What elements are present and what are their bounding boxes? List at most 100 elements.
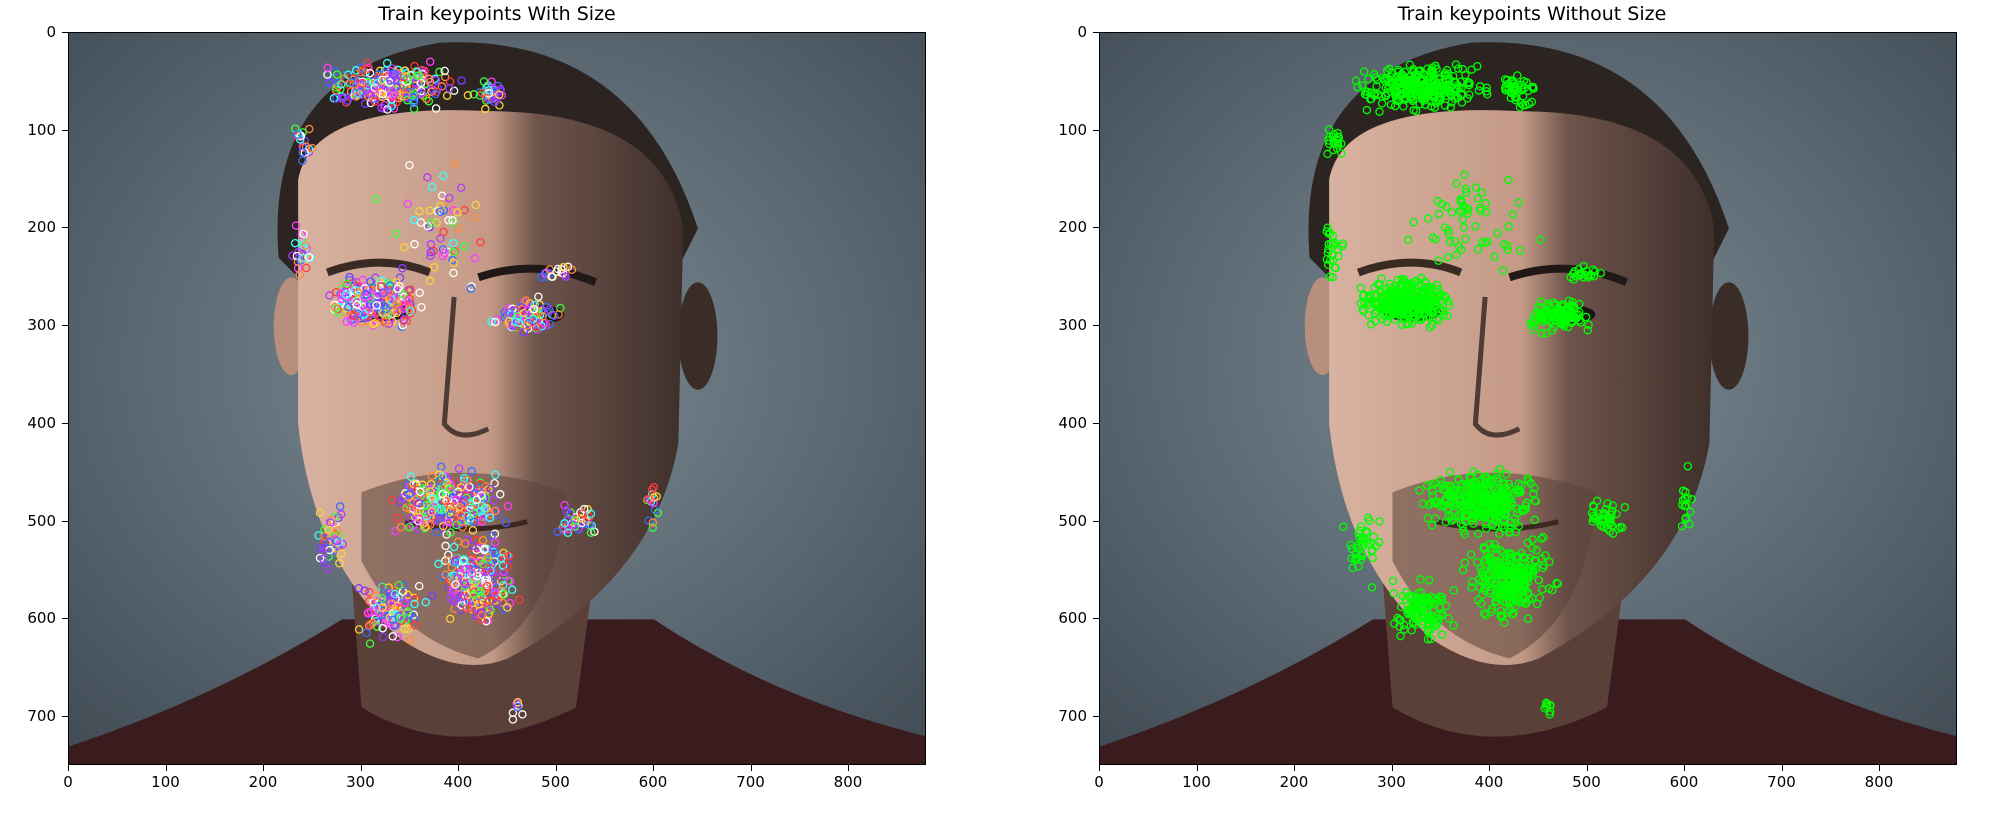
x-tick-label: 600 <box>638 773 668 791</box>
keypoint <box>433 517 442 526</box>
keypoint <box>1589 514 1598 523</box>
keypoint <box>449 258 459 268</box>
keypoint <box>1584 320 1593 329</box>
keypoint <box>1329 129 1339 139</box>
keypoint <box>1399 102 1408 111</box>
keypoint <box>1409 86 1419 95</box>
keypoint <box>416 501 425 510</box>
keypoint <box>1545 710 1555 719</box>
keypoint <box>387 86 397 96</box>
keypoint <box>1490 252 1499 262</box>
keypoint <box>385 588 394 598</box>
keypoint <box>1419 88 1428 98</box>
keypoint <box>1418 620 1428 629</box>
keypoint <box>1395 91 1405 100</box>
keypoint <box>463 91 473 100</box>
keypoint <box>435 476 444 485</box>
x-tick-label: 800 <box>833 773 863 791</box>
keypoint <box>398 493 408 503</box>
y-tick-label: 400 <box>1058 413 1087 432</box>
keypoint <box>1423 634 1433 644</box>
keypoint <box>1354 562 1363 571</box>
keypoint <box>478 536 488 545</box>
keypoint <box>437 505 446 515</box>
keypoint <box>494 90 504 99</box>
keypoint <box>649 498 658 507</box>
keypoint <box>1386 301 1396 310</box>
x-tick-label: 700 <box>736 773 765 791</box>
keypoint <box>1423 71 1432 81</box>
keypoint <box>403 607 413 616</box>
keypoint <box>1388 83 1398 92</box>
keypoint <box>406 514 416 523</box>
keypoint <box>399 580 408 590</box>
keypoint <box>459 555 468 564</box>
keypoint <box>490 548 500 558</box>
keypoint <box>414 581 424 591</box>
keypoint <box>1415 594 1424 603</box>
x-tick-mark <box>1294 765 1295 771</box>
keypoint <box>291 221 301 230</box>
keypoint <box>1388 309 1397 319</box>
keypoint <box>427 591 437 600</box>
keypoint <box>491 317 500 327</box>
keypoint <box>1418 499 1428 509</box>
panel-title: Train keypoints Without Size <box>1397 3 1667 25</box>
keypoint <box>1507 77 1517 87</box>
keypoint <box>1528 543 1537 553</box>
keypoint <box>468 541 477 551</box>
keypoint <box>1505 552 1515 562</box>
keypoint <box>1511 563 1521 572</box>
keypoint <box>531 322 541 332</box>
keypoint <box>462 564 471 574</box>
keypoint <box>1324 139 1334 149</box>
keypoint <box>470 213 480 222</box>
keypoint <box>1396 602 1406 612</box>
keypoint <box>1426 498 1436 508</box>
keypoint <box>1548 585 1557 595</box>
keypoint <box>421 508 430 517</box>
y-tick-label: 100 <box>27 120 56 139</box>
keypoint <box>394 580 403 590</box>
keypoint <box>1366 539 1375 548</box>
keypoint <box>1439 310 1449 319</box>
keypoint <box>485 513 495 522</box>
keypoint <box>417 88 426 97</box>
keypoint <box>1411 307 1420 316</box>
keypoint <box>1683 461 1693 471</box>
keypoint <box>409 479 418 489</box>
keypoint <box>1377 288 1386 297</box>
keypoint <box>446 510 455 519</box>
keypoint <box>1498 479 1508 488</box>
keypoint <box>1523 538 1532 548</box>
keypoint <box>368 618 377 628</box>
keypoint <box>1456 245 1466 255</box>
x-tick-label: 500 <box>1572 773 1601 791</box>
keypoint <box>1325 228 1335 238</box>
y-tick-label: 200 <box>1058 218 1087 237</box>
keypoint <box>1492 473 1502 483</box>
keypoint <box>456 183 466 193</box>
keypoint <box>1463 479 1472 489</box>
keypoint <box>1603 499 1612 508</box>
keypoint <box>1563 304 1572 314</box>
keypoint <box>1467 577 1477 586</box>
keypoint <box>462 604 472 613</box>
keypoint <box>393 632 402 642</box>
keypoint <box>1473 509 1483 518</box>
keypoint <box>1677 521 1687 531</box>
keypoint <box>410 621 420 630</box>
keypoint <box>1481 576 1490 586</box>
keypoint <box>1424 500 1434 510</box>
keypoint <box>1509 608 1518 618</box>
keypoint <box>457 76 466 85</box>
keypoint <box>320 558 329 567</box>
keypoint <box>319 554 328 564</box>
keypoint <box>524 318 534 328</box>
keypoint <box>1367 583 1377 592</box>
keypoint <box>1686 507 1695 517</box>
keypoint <box>467 568 477 578</box>
keypoint <box>1460 170 1469 180</box>
keypoint <box>428 512 437 521</box>
keypoint <box>290 238 300 248</box>
